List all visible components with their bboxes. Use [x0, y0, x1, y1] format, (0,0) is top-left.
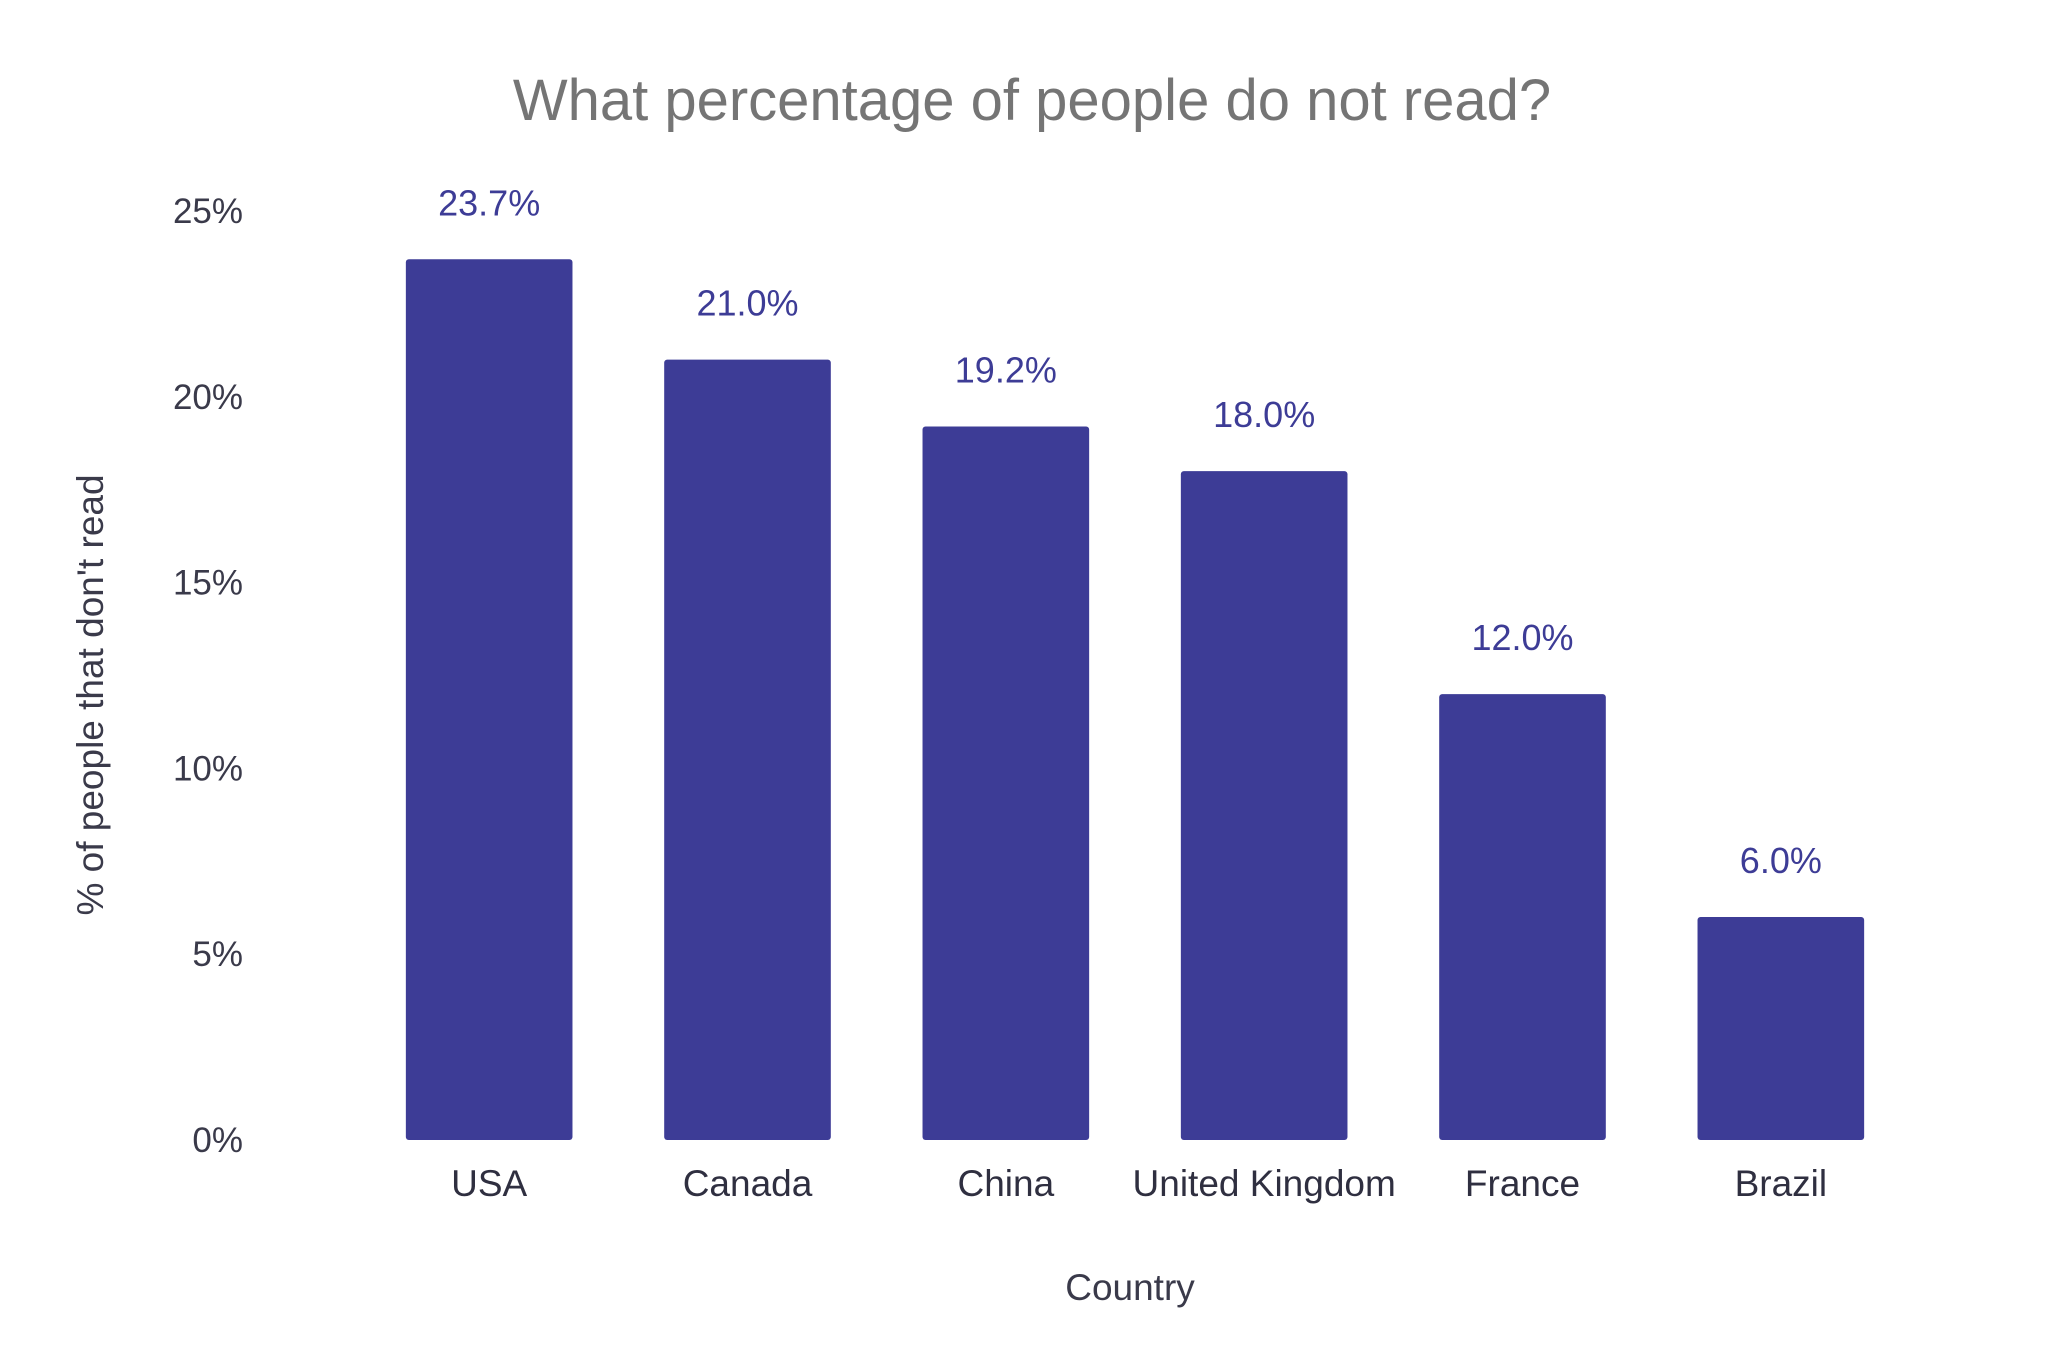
y-axis-ticks: 0% 5% 10% 15% 20% 25%	[173, 192, 243, 1160]
y-axis-label: % of people that don't read	[70, 474, 111, 915]
data-label: 12.0%	[1471, 617, 1573, 658]
y-tick-label: 0%	[192, 1121, 243, 1160]
x-tick-label: Brazil	[1735, 1163, 1828, 1204]
bar	[1697, 917, 1865, 1140]
data-label: 23.7%	[438, 182, 540, 223]
y-tick-label: 5%	[192, 935, 243, 974]
x-tick-label: United Kingdom	[1133, 1163, 1396, 1204]
x-tick-label: France	[1465, 1163, 1580, 1204]
bar	[664, 359, 831, 1140]
y-tick-label: 15%	[173, 564, 243, 603]
bar	[1439, 694, 1606, 1140]
chart-title: What percentage of people do not read?	[513, 68, 1551, 133]
x-axis-ticks: USA Canada China United Kingdom France Brazil	[451, 1163, 1827, 1204]
y-tick-label: 20%	[173, 378, 243, 417]
bars	[405, 259, 1865, 1141]
data-labels: 23.7% 21.0% 19.2% 18.0% 12.0% 6.0%	[438, 182, 1822, 881]
bar	[922, 426, 1090, 1140]
data-label: 19.2%	[955, 350, 1057, 391]
x-tick-label: USA	[451, 1163, 527, 1204]
data-label: 21.0%	[696, 283, 798, 324]
bar	[1180, 471, 1348, 1140]
x-tick-label: Canada	[683, 1163, 813, 1204]
x-axis-label: Country	[1065, 1267, 1195, 1308]
y-tick-label: 10%	[173, 749, 243, 788]
data-label: 6.0%	[1740, 840, 1822, 881]
data-label: 18.0%	[1213, 394, 1315, 435]
x-tick-label: China	[957, 1163, 1054, 1204]
bar	[405, 259, 573, 1141]
y-tick-label: 25%	[173, 192, 243, 231]
